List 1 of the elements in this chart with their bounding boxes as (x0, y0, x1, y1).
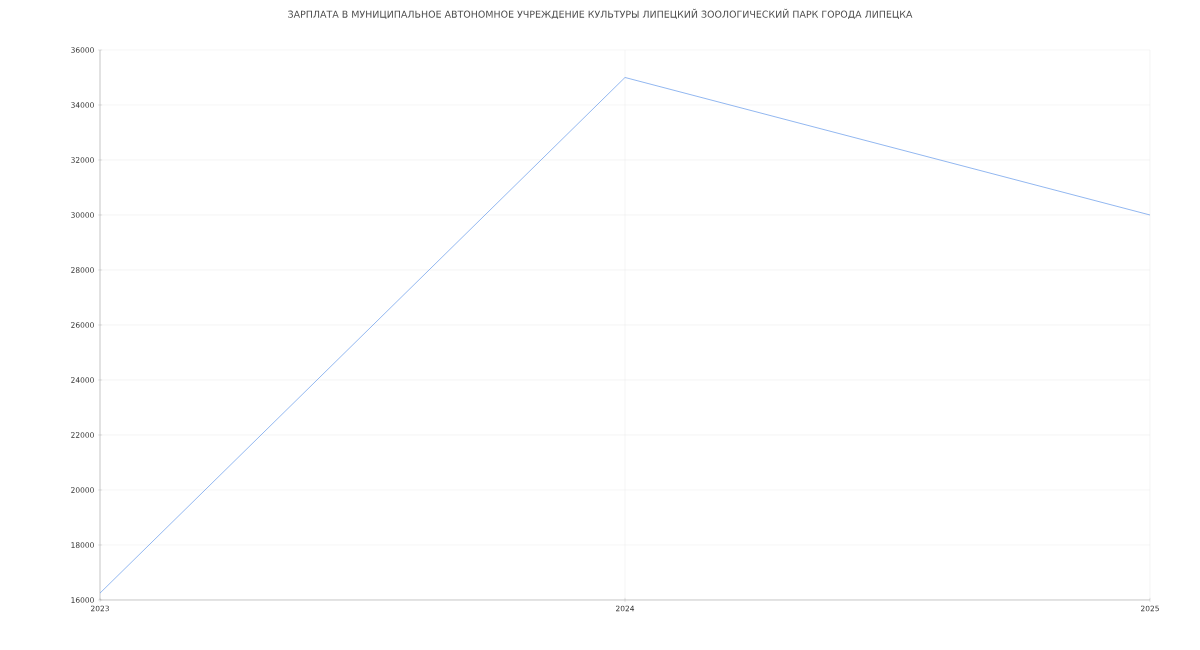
chart-title: ЗАРПЛАТА В МУНИЦИПАЛЬНОЕ АВТОНОМНОЕ УЧРЕЖДЕНИЕ КУЛЬТУРЫ ЛИПЕЦКИЙ ЗООЛОГИЧЕСКИЙ ПАРК ГОРОДА ЛИПЕЦКА (288, 8, 913, 20)
